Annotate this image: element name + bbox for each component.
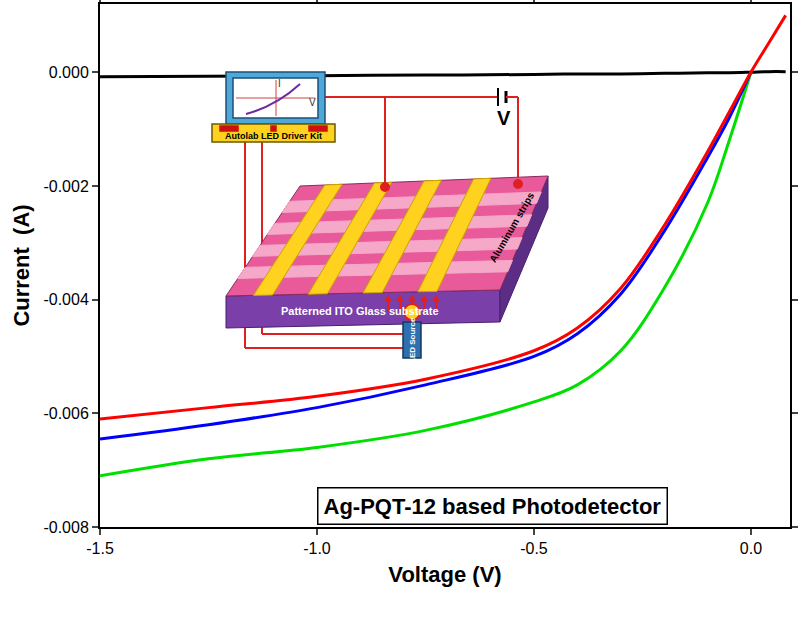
svg-text:-0.5: -0.5: [520, 540, 548, 557]
svg-text:-0.002: -0.002: [43, 178, 88, 195]
svg-text:Ag-PQT-12 based Photodetector: Ag-PQT-12 based Photodetector: [324, 494, 662, 519]
svg-text:0.000: 0.000: [49, 64, 89, 81]
svg-text:LED Source: LED Source: [408, 317, 417, 363]
svg-text:0.0: 0.0: [740, 540, 762, 557]
svg-text:V: V: [497, 107, 511, 129]
svg-text:Voltage (V): Voltage (V): [388, 562, 501, 587]
svg-text:Patterned ITO Glass substrate: Patterned ITO Glass substrate: [281, 305, 439, 317]
svg-text:-0.008: -0.008: [43, 519, 88, 536]
svg-text:Autolab LED Driver Kit: Autolab LED Driver Kit: [225, 131, 322, 141]
svg-text:V: V: [309, 97, 316, 108]
svg-text:I: I: [278, 78, 281, 89]
svg-text:Aluminum strips: Aluminum strips: [487, 190, 536, 264]
svg-text:-1.0: -1.0: [303, 540, 331, 557]
svg-text:-0.004: -0.004: [43, 291, 88, 308]
svg-text:-1.5: -1.5: [86, 540, 114, 557]
svg-text:-0.006: -0.006: [43, 405, 88, 422]
svg-text:Current (A): Current (A): [9, 204, 34, 326]
